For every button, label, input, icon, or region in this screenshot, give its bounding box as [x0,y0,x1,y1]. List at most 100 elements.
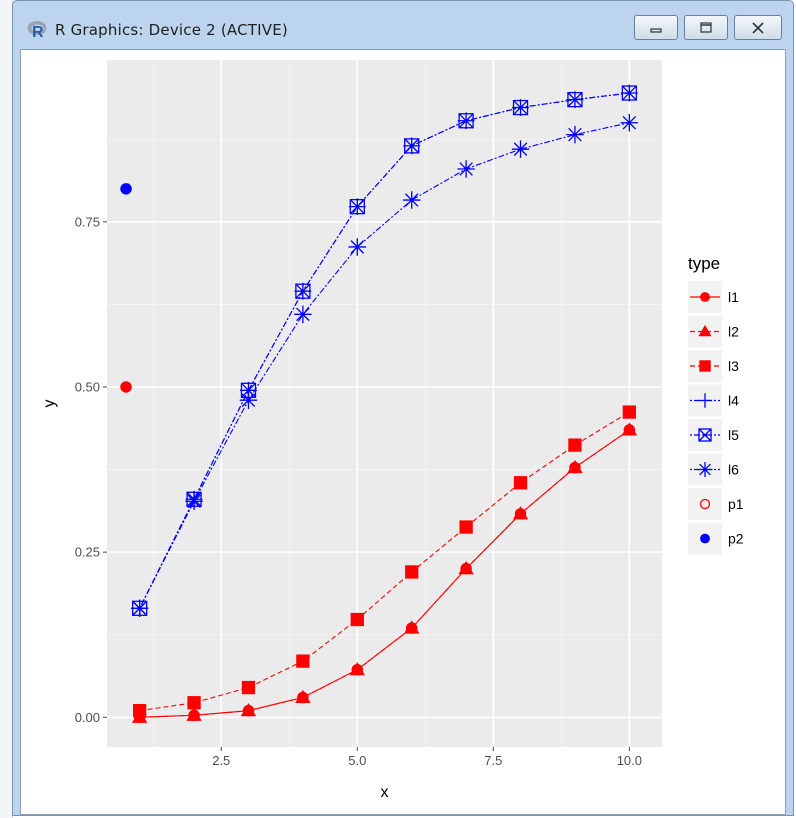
legend-label: l5 [728,427,739,443]
legend-item-l6: l6 [688,453,739,486]
close-button[interactable] [734,15,782,40]
plot-area: 2.5 5.0 7.5 10.0 0.00 0.25 0.50 0.75 x y type l… [20,49,786,815]
series-line-l3 [139,411,630,712]
square-marker [187,696,201,710]
box-marker [349,198,365,215]
square-marker [405,565,419,579]
legend-item-l1: l1 [688,281,739,313]
legend-label: l3 [728,358,739,374]
box-marker [621,85,638,101]
plus-marker [697,393,713,408]
asterisk-marker [294,305,312,324]
box-marker [458,113,474,129]
triangle-marker [295,689,311,704]
asterisk-marker [402,191,421,209]
circle-marker [700,533,710,544]
box-marker [698,428,712,442]
legend-label: l1 [728,289,739,305]
legend-item-l3: l3 [688,350,739,382]
minimize-icon [650,27,662,33]
y-axis-label: y [41,400,58,408]
asterisk-marker [239,391,258,409]
major-gridlines [107,60,662,747]
circle-marker [700,292,710,302]
y-tick-label: 0.50 [75,379,100,394]
legend-item-p1: p1 [688,488,744,520]
square-marker [459,520,473,534]
title-bar[interactable]: R R Graphics: Device 2 (ACTIVE) [13,1,793,49]
box-x-marker [567,92,583,108]
series-line-l5 [139,92,630,609]
r-logo-icon: R [27,21,47,39]
x-axis-label: x [381,784,389,801]
box-x-marker [513,100,528,116]
triangle-marker [698,324,712,337]
y-tick-label: 0.00 [75,710,100,725]
asterisk-marker [566,125,584,144]
plot-panel [107,60,662,747]
y-tick-label: 0.25 [75,545,100,560]
series-layer [120,84,639,724]
triangle-marker [404,620,420,634]
box-x-marker [349,199,365,215]
box-marker [512,99,529,116]
box-marker [567,91,583,108]
legend-label: p2 [728,531,744,547]
asterisk-marker [697,462,713,477]
square-marker [241,680,256,695]
box-x-marker [295,283,311,299]
minimize-button[interactable] [634,15,678,40]
box-marker [404,138,420,154]
square-marker [699,360,711,372]
x-tick-label: 7.5 [484,753,502,768]
legend-title: type [688,254,720,273]
box-x-marker [404,138,420,154]
triangle-marker [567,459,583,474]
x-tick-label: 5.0 [348,753,366,768]
series-l3 [132,405,637,718]
open-circle-marker [699,498,711,510]
triangle-marker [512,506,529,520]
maximize-icon [700,21,712,33]
series-line-l6 [139,122,630,609]
maximize-button[interactable] [684,15,728,40]
window-title: R Graphics: Device 2 (ACTIVE) [55,21,288,39]
legend-label: l2 [728,324,739,340]
legend-key-box [688,488,722,520]
legend: type l1 l2 l3 l4 l5 l6 p1 p2 [688,254,744,555]
r-graphics-window: R R Graphics: Device 2 (ACTIVE) 2.5 5.0 7.… [12,0,794,816]
x-tick-label: 10.0 [617,753,642,768]
series-line-l2 [139,429,630,718]
square-marker [132,704,147,718]
box-x-marker [621,85,637,101]
point-p2 [120,183,132,195]
circle-marker [120,381,132,393]
series-l6 [130,114,639,618]
axes-layer: 2.5 5.0 7.5 10.0 0.00 0.25 0.50 0.75 [75,214,642,768]
triangle-marker [240,702,257,717]
box-x-marker [458,113,474,129]
circle-marker [120,183,132,195]
asterisk-marker [348,238,367,256]
r-logo-letter: R [32,24,44,39]
y-tick-label: 0.75 [75,214,100,229]
point-p1 [120,381,132,393]
legend-label: p1 [728,496,744,512]
box-x-marker [698,428,712,442]
close-icon [752,21,764,34]
legend-label: l6 [728,462,739,478]
series-l2 [131,422,638,723]
legend-label: l4 [728,393,739,409]
box-marker [295,283,311,299]
asterisk-marker [185,492,203,511]
asterisk-marker [620,114,639,132]
triangle-marker [349,662,365,676]
legend-item-l5: l5 [688,419,739,451]
square-marker [622,405,637,419]
asterisk-marker [130,599,149,618]
asterisk-marker [511,140,530,158]
legend-item-l4: l4 [688,384,739,417]
square-marker [513,476,528,490]
line-chart: 2.5 5.0 7.5 10.0 0.00 0.25 0.50 0.75 x y type l… [41,60,744,801]
triangle-marker [458,560,474,575]
